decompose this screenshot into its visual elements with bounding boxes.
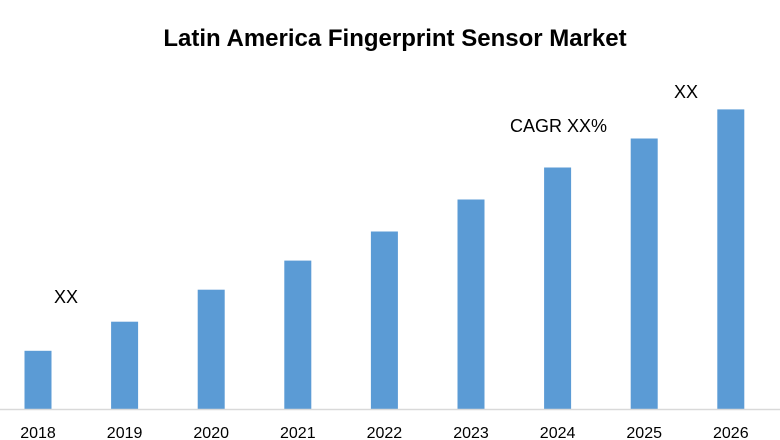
x-tick-label-2018: 2018 [20, 425, 56, 440]
bars-group [24, 109, 745, 410]
cagr-annotation: CAGR XX% [510, 116, 607, 136]
start-value-annotation: XX [54, 287, 78, 307]
x-tick-labels: 2018 2019 2020 2021 2022 2023 2024 2025 2026 [20, 425, 748, 440]
x-tick-label-2022: 2022 [367, 425, 403, 440]
x-tick-label-2021: 2021 [280, 425, 316, 440]
x-tick-label-2026: 2026 [713, 425, 749, 440]
bar-2022 [370, 231, 398, 409]
bar-2020 [197, 289, 225, 409]
bar-2019 [111, 321, 139, 409]
x-tick-label-2023: 2023 [453, 425, 489, 440]
chart-title: Latin America Fingerprint Sensor Market [163, 25, 626, 52]
bar-2018 [24, 350, 52, 409]
bar-2023 [457, 199, 485, 409]
bar-2026 [717, 109, 745, 410]
x-tick-label-2019: 2019 [107, 425, 143, 440]
end-value-annotation: XX [674, 82, 698, 102]
x-tick-label-2024: 2024 [540, 425, 576, 440]
x-tick-label-2025: 2025 [626, 425, 662, 440]
x-tick-label-2020: 2020 [193, 425, 229, 440]
bar-2024 [544, 167, 572, 409]
bar-2025 [630, 138, 658, 409]
bar-2021 [284, 260, 312, 409]
